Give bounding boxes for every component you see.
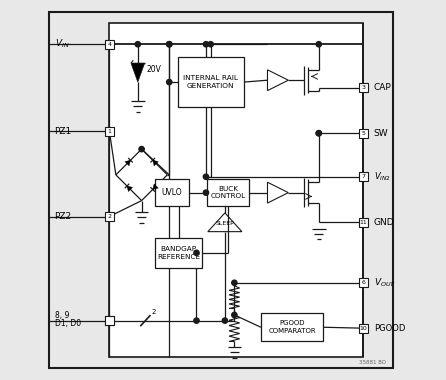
- Bar: [359, 83, 368, 92]
- Circle shape: [167, 79, 172, 85]
- Bar: [359, 324, 368, 333]
- Bar: [155, 179, 189, 206]
- Bar: [105, 212, 114, 221]
- Bar: [359, 129, 368, 138]
- Text: PGOOD: PGOOD: [374, 324, 405, 333]
- Circle shape: [222, 318, 227, 323]
- Text: 5: 5: [361, 131, 365, 136]
- Text: GND: GND: [374, 218, 394, 227]
- Text: UVLO: UVLO: [161, 188, 182, 197]
- Text: D1, D0: D1, D0: [54, 319, 81, 328]
- Circle shape: [194, 250, 199, 255]
- Bar: [359, 218, 368, 227]
- Text: 6: 6: [361, 280, 365, 285]
- Text: $V_{OUT}$: $V_{OUT}$: [374, 277, 396, 289]
- Bar: [109, 24, 363, 356]
- Text: 4: 4: [107, 42, 112, 47]
- Text: BANDGAP
REFERENCE: BANDGAP REFERENCE: [157, 246, 200, 260]
- Circle shape: [135, 41, 140, 47]
- Circle shape: [203, 190, 209, 195]
- Text: 3: 3: [361, 85, 365, 90]
- Text: 2: 2: [152, 309, 156, 315]
- Circle shape: [232, 280, 237, 285]
- Text: SLEEP: SLEEP: [215, 222, 234, 226]
- Circle shape: [232, 312, 237, 318]
- Circle shape: [316, 131, 322, 136]
- Circle shape: [167, 41, 172, 47]
- Text: SW: SW: [374, 129, 388, 138]
- Text: $V_{IN2}$: $V_{IN2}$: [374, 171, 391, 183]
- Circle shape: [139, 146, 144, 152]
- Text: 11: 11: [359, 220, 367, 225]
- Polygon shape: [125, 160, 131, 166]
- Text: 20V: 20V: [147, 65, 162, 74]
- Text: INTERNAL RAIL
GENERATION: INTERNAL RAIL GENERATION: [183, 75, 238, 89]
- Bar: [207, 179, 249, 206]
- Text: $V_{IN}$: $V_{IN}$: [54, 38, 69, 51]
- Polygon shape: [153, 160, 158, 166]
- Bar: [155, 238, 202, 268]
- Text: CAP: CAP: [374, 83, 392, 92]
- Circle shape: [203, 41, 209, 47]
- Text: 1: 1: [107, 129, 112, 134]
- Bar: [359, 172, 368, 181]
- Text: PZ1: PZ1: [54, 127, 72, 136]
- Circle shape: [203, 174, 209, 179]
- Polygon shape: [153, 184, 158, 190]
- Bar: [105, 316, 114, 325]
- Bar: [105, 316, 114, 325]
- Text: 10: 10: [359, 326, 367, 331]
- Text: PGOOD
COMPARATOR: PGOOD COMPARATOR: [268, 320, 316, 334]
- Circle shape: [316, 131, 322, 136]
- Text: BUCK
CONTROL: BUCK CONTROL: [211, 186, 245, 200]
- Text: PZ2: PZ2: [54, 212, 72, 221]
- Bar: [178, 57, 244, 107]
- Polygon shape: [127, 186, 132, 192]
- Circle shape: [208, 41, 213, 47]
- Bar: [105, 127, 114, 136]
- Bar: [261, 313, 323, 342]
- Polygon shape: [131, 63, 145, 82]
- Bar: [359, 278, 368, 287]
- Text: 8, 9: 8, 9: [54, 311, 69, 320]
- Circle shape: [316, 41, 322, 47]
- Text: 2: 2: [107, 214, 112, 219]
- Text: 35881 BO: 35881 BO: [359, 360, 386, 365]
- Text: 7: 7: [361, 174, 365, 179]
- Circle shape: [194, 318, 199, 323]
- Bar: [105, 40, 114, 49]
- Circle shape: [167, 41, 172, 47]
